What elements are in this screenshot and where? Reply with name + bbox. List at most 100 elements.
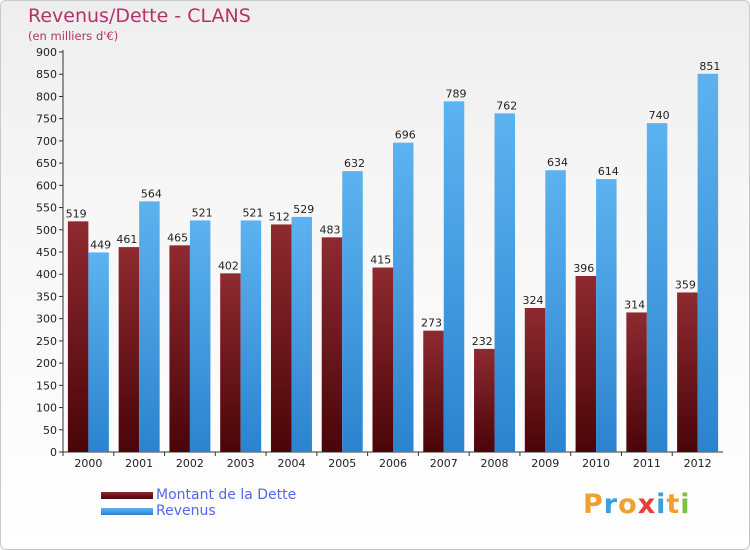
data-label: 564 xyxy=(141,187,162,200)
data-label: 851 xyxy=(699,60,720,73)
data-label: 324 xyxy=(523,294,544,307)
bar-dette xyxy=(626,312,647,452)
y-tick-label: 650 xyxy=(36,157,57,170)
x-tick-label: 2009 xyxy=(531,457,559,470)
bar-dette xyxy=(677,292,698,452)
bar-revenus xyxy=(139,201,160,452)
data-label: 483 xyxy=(319,223,340,236)
data-label: 461 xyxy=(116,233,137,246)
x-tick-label: 2003 xyxy=(227,457,255,470)
bar-revenus xyxy=(646,123,668,452)
logo-letter: r xyxy=(603,489,619,520)
y-tick-label: 600 xyxy=(36,179,57,192)
x-tick-label: 2001 xyxy=(125,457,153,470)
y-tick-label: 300 xyxy=(36,313,57,326)
data-label: 521 xyxy=(242,206,263,219)
bar-dette xyxy=(524,308,546,452)
data-label: 521 xyxy=(192,206,213,219)
data-label: 465 xyxy=(167,231,188,244)
y-tick-label: 400 xyxy=(36,268,57,281)
chart-subtitle: (en milliers d'€) xyxy=(28,29,119,43)
logo-letter: i xyxy=(680,489,691,520)
y-tick-label: 100 xyxy=(36,402,57,415)
y-tick-label: 350 xyxy=(36,290,57,303)
value-labels: 519 461 465 402 512 483 415 273 232 324 396 314 359 4… xyxy=(66,60,721,348)
y-tick-label: 550 xyxy=(36,202,57,215)
bar-dette xyxy=(67,221,89,452)
data-label: 740 xyxy=(649,109,670,122)
bar-dette xyxy=(220,273,241,452)
logo-letter: o xyxy=(618,489,638,520)
data-label: 519 xyxy=(66,207,87,220)
bar-dette xyxy=(372,267,393,452)
x-tick-label: 2000 xyxy=(74,457,102,470)
logo-letter: x xyxy=(637,489,657,520)
y-tick-label: 500 xyxy=(36,224,57,237)
bar-dette xyxy=(575,276,597,452)
x-tick-label: 2008 xyxy=(481,457,509,470)
bar-revenus xyxy=(393,142,414,452)
data-label: 415 xyxy=(370,254,391,267)
bar-revenus xyxy=(494,113,516,452)
x-tick-label: 2004 xyxy=(277,457,305,470)
x-tick-label: 2012 xyxy=(684,457,712,470)
data-label: 402 xyxy=(218,259,239,272)
x-tick-label: 2005 xyxy=(328,457,356,470)
legend-swatch-dette xyxy=(101,492,153,499)
bar-revenus xyxy=(545,170,566,452)
data-label: 696 xyxy=(395,129,416,142)
bar-dette xyxy=(270,224,292,452)
data-label: 273 xyxy=(421,317,442,330)
bar-revenus xyxy=(189,220,211,452)
y-tick-label: 700 xyxy=(36,135,57,148)
legend-label-revenus: Revenus xyxy=(156,503,216,519)
x-tick-label: 2011 xyxy=(633,457,661,470)
data-label: 632 xyxy=(344,157,365,170)
proxiti-logo: Proxiti xyxy=(583,489,691,520)
data-label: 789 xyxy=(446,87,467,100)
y-tick-label: 900 xyxy=(36,46,57,59)
bars xyxy=(67,73,719,453)
bar-revenus xyxy=(291,216,312,452)
logo-letter: P xyxy=(583,489,604,520)
bar-revenus xyxy=(596,179,617,452)
legend-label-dette: Montant de la Dette xyxy=(156,487,297,503)
data-label: 634 xyxy=(547,156,568,169)
logo-letter: t xyxy=(666,489,681,520)
bar-dette xyxy=(423,330,444,452)
bar-dette xyxy=(169,245,190,452)
y-tick-label: 750 xyxy=(36,113,57,126)
x-tick-label: 2010 xyxy=(582,457,610,470)
x-tick-label: 2002 xyxy=(176,457,204,470)
data-label: 614 xyxy=(598,165,619,178)
y-tick-label: 850 xyxy=(36,68,57,81)
data-label: 512 xyxy=(269,210,290,223)
x-tick-label: 2007 xyxy=(430,457,458,470)
y-tick-label: 150 xyxy=(36,379,57,392)
data-label: 314 xyxy=(624,298,645,311)
bar-revenus xyxy=(697,73,719,453)
y-tick-label: 50 xyxy=(43,424,57,437)
y-tick-label: 0 xyxy=(50,446,57,459)
data-label: 449 xyxy=(90,238,111,251)
y-tick-label: 800 xyxy=(36,90,57,103)
chart-title: Revenus/Dette - CLANS xyxy=(28,5,251,27)
bar-revenus xyxy=(443,101,465,452)
logo-letter: i xyxy=(656,489,667,520)
data-label: 762 xyxy=(496,99,517,112)
bar-dette xyxy=(321,237,343,452)
bar-revenus xyxy=(342,171,363,452)
legend-swatch-revenus xyxy=(101,508,153,515)
data-label: 529 xyxy=(293,203,314,216)
bar-dette xyxy=(118,247,140,452)
data-label: 232 xyxy=(472,335,493,348)
x-tick-label: 2006 xyxy=(379,457,407,470)
y-tick-label: 250 xyxy=(36,335,57,348)
data-label: 396 xyxy=(573,262,594,275)
data-label: 359 xyxy=(675,278,696,291)
bar-dette xyxy=(474,348,495,452)
y-tick-label: 450 xyxy=(36,246,57,259)
bar-revenus xyxy=(88,252,109,452)
